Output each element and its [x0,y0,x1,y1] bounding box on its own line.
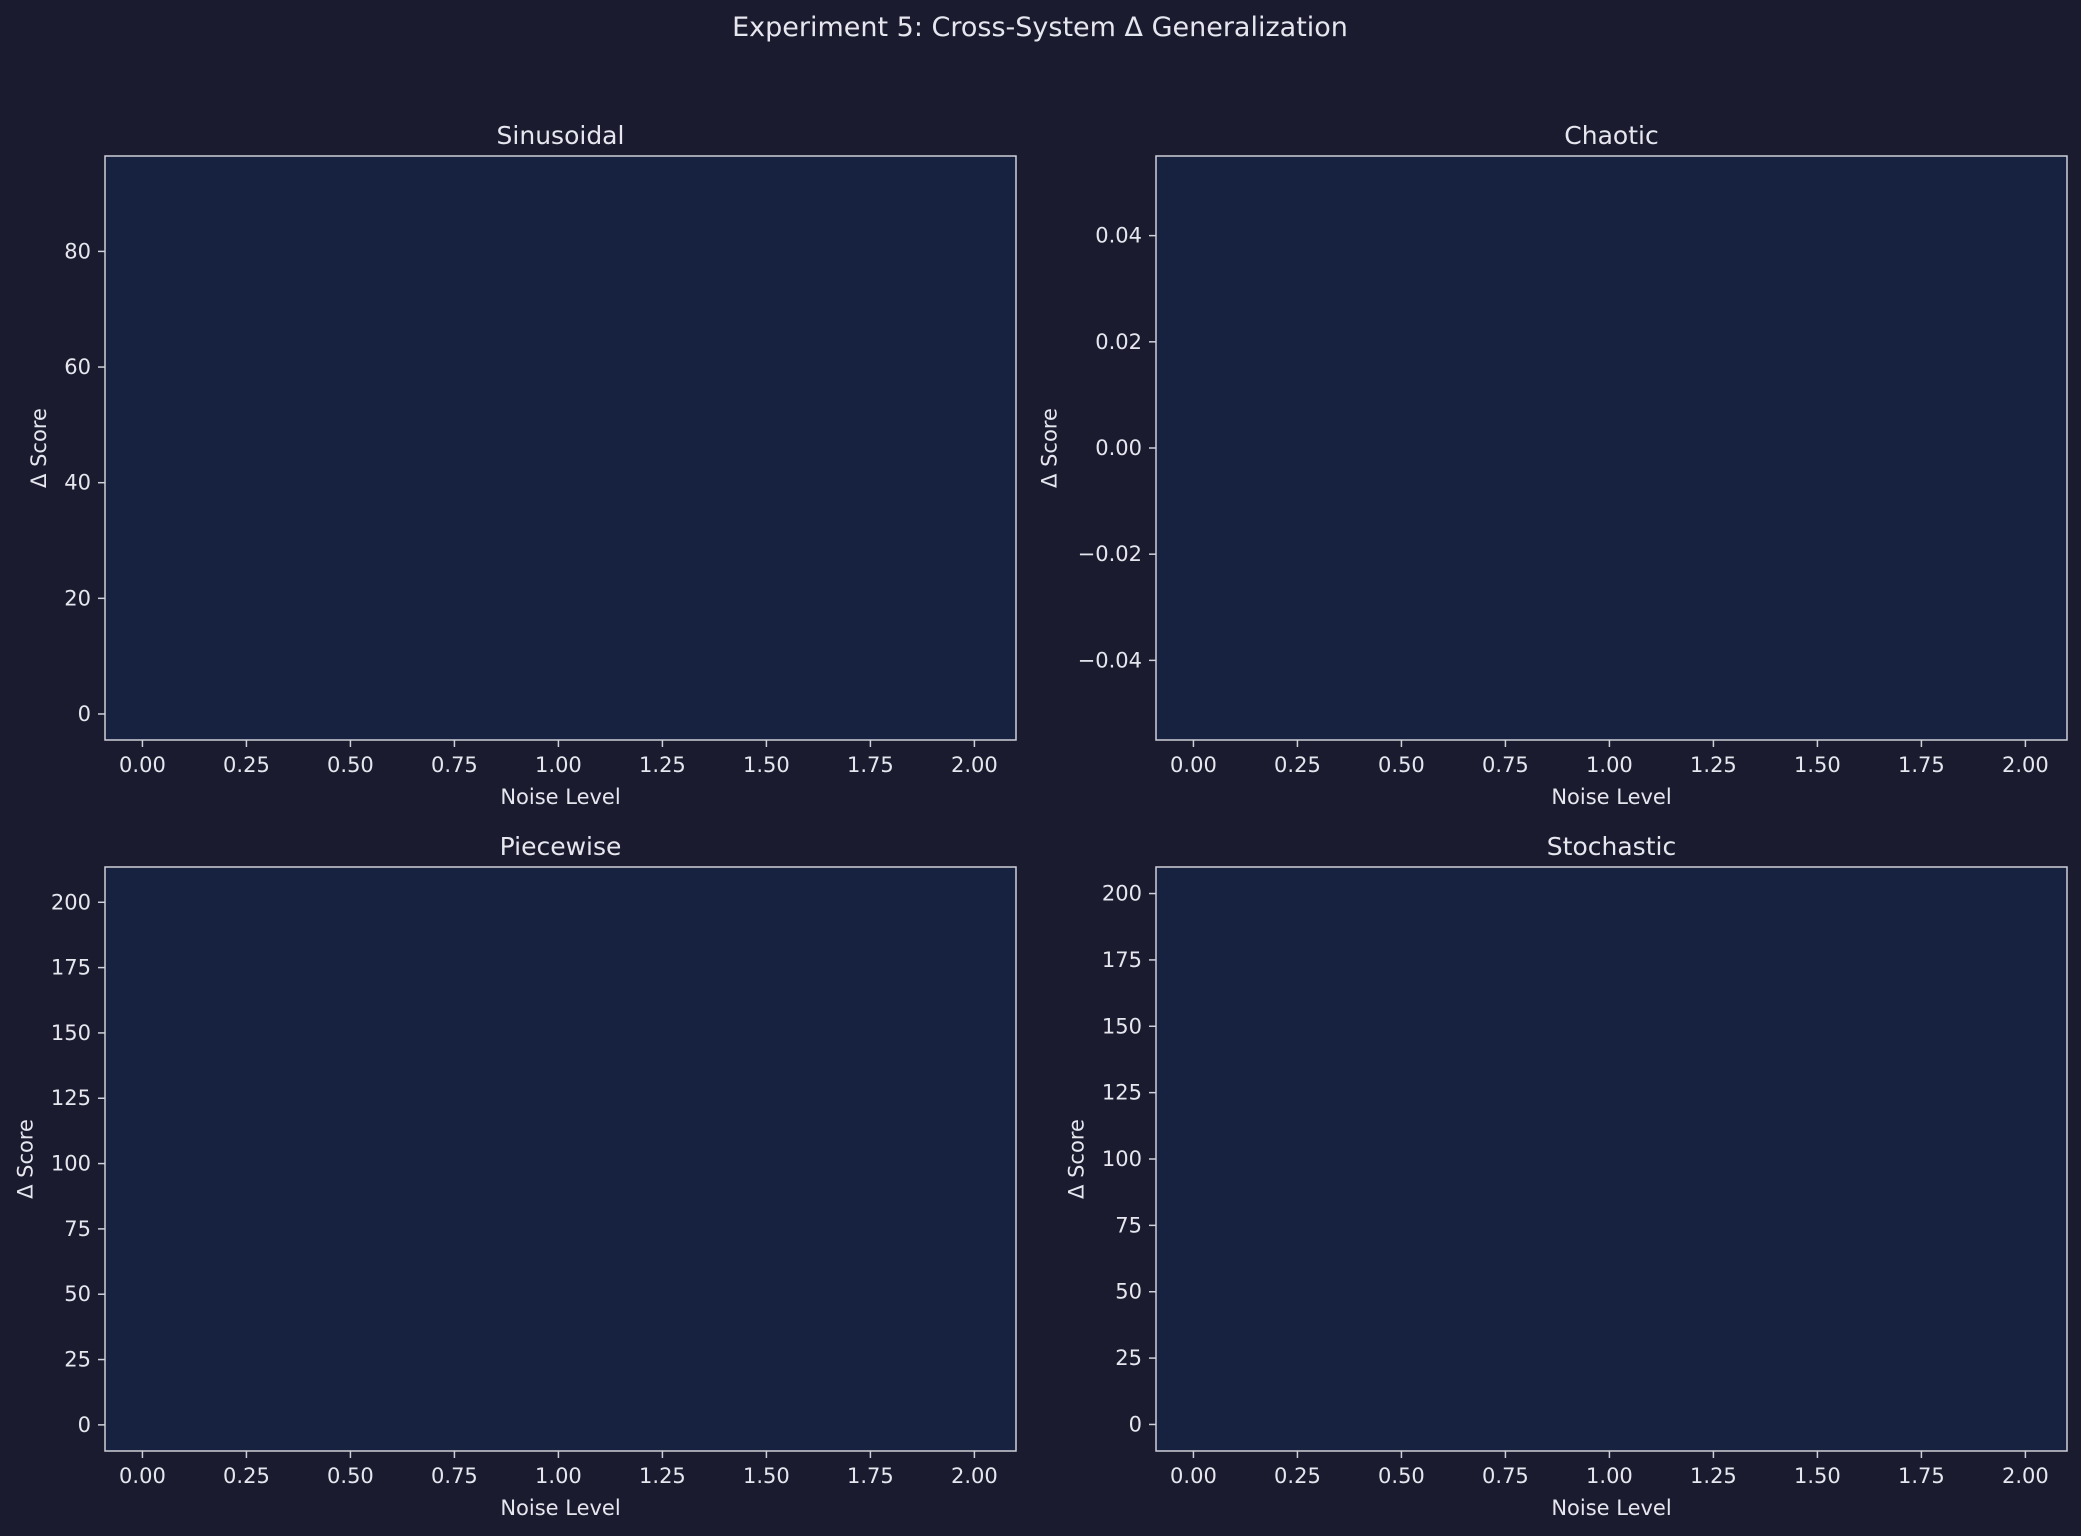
y-tick-label: 200 [51,890,91,914]
x-tick-label: 1.75 [847,1464,894,1488]
axes-frame [104,866,1017,1452]
y-tick-label: 80 [64,239,91,263]
y-tick-label: 0 [78,1413,91,1437]
x-tick-label: 0.75 [1482,753,1529,777]
x-tick-label: 1.25 [1690,753,1737,777]
x-tick-label: 1.75 [847,753,894,777]
x-tick-label: 1.50 [1794,1464,1841,1488]
y-tick-label: 200 [1102,882,1142,906]
subplot-sinusoidal: 0.00 0.25 0.50 0.75 1.00 1.25 1.50 1.75 2.00 0 20 4… [27,121,1017,809]
x-tick-label: 0.25 [1274,753,1321,777]
y-tick-label: 75 [1115,1213,1142,1237]
x-tick-label: 0.75 [431,1464,478,1488]
y-axis-label: Δ Score [14,1119,38,1199]
x-tick-label: 0.00 [1170,1464,1217,1488]
x-tick-label: 2.00 [951,1464,998,1488]
y-tick-label: 150 [51,1021,91,1045]
subplot-stochastic: 0.00 0.25 0.50 0.75 1.00 1.25 1.50 1.75 2.00 0 25 5… [1065,832,2068,1520]
x-tick-label: 0.00 [1170,753,1217,777]
x-tick-label: 1.00 [1586,1464,1633,1488]
subplot-title: Piecewise [500,832,622,861]
x-tick-label: 1.25 [1690,1464,1737,1488]
x-tick-label: 2.00 [2002,1464,2049,1488]
x-tick-label: 0.25 [223,753,270,777]
x-tick-label: 1.25 [639,1464,686,1488]
x-tick-label: 2.00 [2002,753,2049,777]
y-tick-label: −0.02 [1078,542,1142,566]
y-tick-label: 125 [51,1086,91,1110]
y-tick-label: 25 [64,1348,91,1372]
x-tick-label: 1.50 [743,753,790,777]
axes-frame [104,155,1017,741]
y-tick-label: 20 [64,586,91,610]
x-axis-label: Noise Level [1551,1496,1671,1520]
x-tick-label: 1.00 [535,1464,582,1488]
x-axis-label: Noise Level [500,1496,620,1520]
y-tick-label: 175 [1102,948,1142,972]
axes-frame [1155,155,2068,741]
y-tick-label: 25 [1115,1346,1142,1370]
x-tick-label: 1.75 [1898,753,1945,777]
y-tick-label: 50 [64,1282,91,1306]
subplot-grid: 0.00 0.25 0.50 0.75 1.00 1.25 1.50 1.75 2.00 0 20 4… [14,121,2068,1520]
subplot-chaotic: 0.00 0.25 0.50 0.75 1.00 1.25 1.50 1.75 2.00 −0.0… [1038,121,2068,809]
y-tick-label: 60 [64,355,91,379]
y-tick-label: 100 [1102,1147,1142,1171]
x-tick-label: 1.50 [1794,753,1841,777]
x-axis-label: Noise Level [1551,785,1671,809]
x-tick-label: 1.00 [535,753,582,777]
x-tick-label: 0.75 [431,753,478,777]
x-tick-label: 1.50 [743,1464,790,1488]
y-tick-label: 0.00 [1095,436,1142,460]
y-axis-label: Δ Score [1065,1119,1089,1199]
x-tick-label: 0.75 [1482,1464,1529,1488]
subplot-title: Sinusoidal [497,121,625,150]
x-tick-label: 0.50 [1378,753,1425,777]
x-tick-label: 0.50 [1378,1464,1425,1488]
x-tick-label: 0.25 [1274,1464,1321,1488]
x-tick-label: 1.00 [1586,753,1633,777]
y-tick-label: 75 [64,1217,91,1241]
y-tick-label: 0.04 [1095,224,1142,248]
x-tick-label: 0.50 [327,753,374,777]
y-tick-label: 0 [1129,1412,1142,1436]
x-tick-label: 0.00 [119,1464,166,1488]
y-tick-label: 0 [78,702,91,726]
x-tick-label: 2.00 [951,753,998,777]
x-axis-label: Noise Level [500,785,620,809]
subplot-title: Stochastic [1547,832,1676,861]
axes-frame [1155,866,2068,1452]
y-tick-label: 40 [64,471,91,495]
figure-title: Experiment 5: Cross-System Δ Generalizat… [732,12,1348,43]
y-axis-label: Δ Score [27,408,51,488]
y-axis-label: Δ Score [1038,408,1062,488]
y-tick-label: 150 [1102,1014,1142,1038]
y-tick-label: 0.02 [1095,330,1142,354]
x-tick-label: 1.25 [639,753,686,777]
x-tick-label: 1.75 [1898,1464,1945,1488]
y-tick-label: 175 [51,956,91,980]
x-tick-label: 0.00 [119,753,166,777]
x-tick-label: 0.50 [327,1464,374,1488]
x-tick-label: 0.25 [223,1464,270,1488]
subplot-title: Chaotic [1564,121,1658,150]
y-tick-label: 125 [1102,1081,1142,1105]
y-tick-label: 50 [1115,1280,1142,1304]
y-tick-label: 100 [51,1152,91,1176]
subplot-piecewise: 0.00 0.25 0.50 0.75 1.00 1.25 1.50 1.75 2.00 0 25 5… [14,832,1017,1520]
y-tick-label: −0.04 [1078,648,1142,672]
